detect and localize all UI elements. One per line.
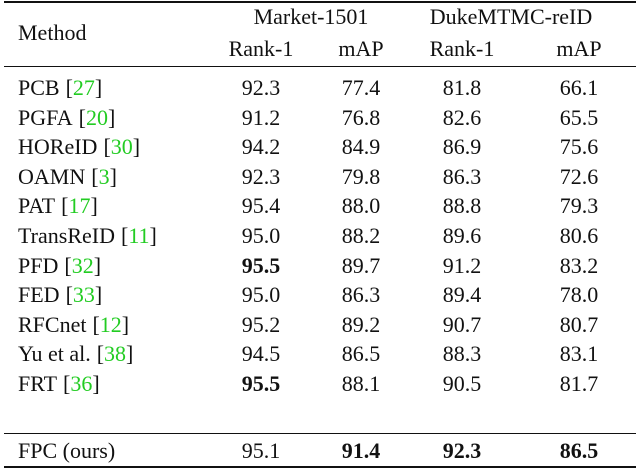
cell-value: 66.1 <box>559 75 599 100</box>
cell-value: 91.2 <box>241 104 281 130</box>
header-metric: mAP <box>556 36 602 61</box>
cell-value: 76.8 <box>341 104 381 130</box>
cell-value: 78.0 <box>559 282 599 308</box>
cell-value: 86.5 <box>559 438 599 463</box>
header-group: Market-1501 <box>253 4 369 29</box>
method: TransReID <box>18 223 115 248</box>
cell-value: 89.2 <box>341 311 381 337</box>
ours-rule <box>4 433 636 434</box>
citation: [32] <box>64 252 102 278</box>
cell-value: 95.0 <box>241 282 281 308</box>
cell-value: 86.9 <box>442 134 482 160</box>
top-rule <box>4 1 636 3</box>
cell-value: 88.8 <box>442 193 482 219</box>
citation: [33] <box>65 282 103 308</box>
citation: [3] <box>91 163 117 189</box>
cell-value: 95.5 <box>241 371 281 396</box>
method: FRT <box>18 371 58 396</box>
cell-value: 72.6 <box>559 163 599 189</box>
cell-value: 91.2 <box>442 252 482 278</box>
cell-value: 82.6 <box>442 104 482 130</box>
cell-value: 90.5 <box>442 371 482 396</box>
cell-value: 83.2 <box>559 252 599 278</box>
cell-value: 94.5 <box>241 341 281 367</box>
cell-value: 89.4 <box>442 282 482 308</box>
method: FPC (ours) <box>18 438 116 463</box>
cell-value: 88.2 <box>341 223 381 248</box>
cell-value: 79.8 <box>341 163 381 189</box>
cell-value: 80.6 <box>559 223 599 248</box>
header-metric: Rank-1 <box>228 36 294 61</box>
method: Yu et al. <box>18 341 91 367</box>
bottom-rule <box>4 466 636 468</box>
cell-value: 83.1 <box>559 341 599 367</box>
method: PGFA <box>18 104 73 130</box>
cell-value: 92.3 <box>241 75 281 100</box>
method: PCB <box>18 75 60 100</box>
method: PFD <box>18 252 59 278</box>
cell-value: 84.9 <box>341 134 381 160</box>
cell-value: 95.1 <box>241 438 281 463</box>
cell-value: 86.5 <box>341 341 381 367</box>
method: OAMN <box>18 163 86 189</box>
cell-value: 81.7 <box>559 371 599 396</box>
citation: [27] <box>65 75 103 100</box>
method: RFCnet <box>18 311 87 337</box>
citation: [11] <box>120 223 157 248</box>
method: HOReID <box>18 134 98 160</box>
citation: [12] <box>92 311 130 337</box>
cell-value: 95.0 <box>241 223 281 248</box>
header-method: Method <box>18 20 87 45</box>
cell-value: 88.0 <box>341 193 381 219</box>
cell-value: 81.8 <box>442 75 482 100</box>
cell-value: 90.7 <box>442 311 482 337</box>
cell-value: 92.3 <box>241 163 281 189</box>
citation: [36] <box>63 371 100 396</box>
header-metric: Rank-1 <box>429 36 495 61</box>
cell-value: 75.6 <box>559 134 599 160</box>
cell-value: 91.4 <box>341 438 381 463</box>
citation: [38] <box>96 341 134 367</box>
cell-value: 77.4 <box>341 75 381 100</box>
cell-value: 89.6 <box>442 223 482 248</box>
cell-value: 94.2 <box>241 134 281 160</box>
cell-value: 86.3 <box>442 163 482 189</box>
cell-value: 80.7 <box>559 311 599 337</box>
cell-value: 95.2 <box>241 311 281 337</box>
cell-value: 92.3 <box>442 438 482 463</box>
header-group: DukeMTMC-reID <box>429 4 593 29</box>
citation: [17] <box>61 193 98 219</box>
cell-value: 95.5 <box>241 252 281 278</box>
method: FED <box>18 282 60 308</box>
citation: [20] <box>78 104 116 130</box>
cell-value: 88.3 <box>442 341 482 367</box>
cell-value: 88.1 <box>341 371 381 396</box>
method: PAT <box>18 193 56 219</box>
cell-value: 79.3 <box>559 193 599 219</box>
cell-value: 86.3 <box>341 282 381 308</box>
header-metric: mAP <box>338 36 384 61</box>
cell-value: 95.4 <box>241 193 281 219</box>
header-rule <box>4 66 636 67</box>
citation: [30] <box>103 134 141 160</box>
cell-value: 65.5 <box>559 104 599 130</box>
cell-value: 89.7 <box>341 252 381 278</box>
